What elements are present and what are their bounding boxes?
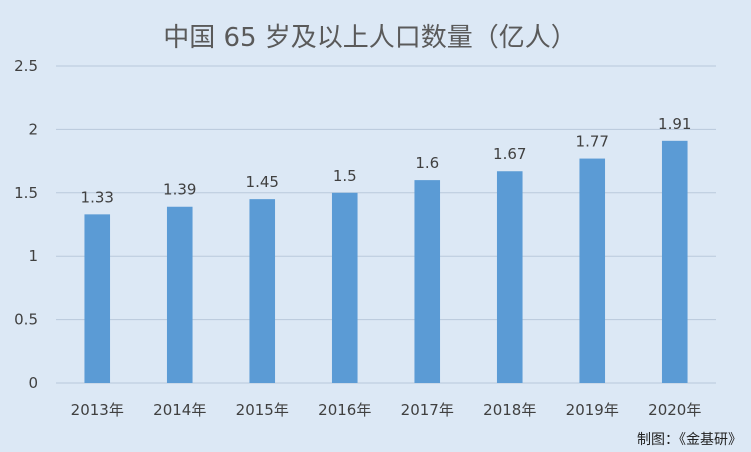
data-label: 1.6 bbox=[415, 154, 439, 172]
bar bbox=[331, 192, 358, 383]
data-label: 1.33 bbox=[81, 188, 114, 206]
data-label: 1.67 bbox=[493, 145, 526, 163]
y-tick-label: 1 bbox=[28, 247, 38, 265]
data-labels: 1.33 1.39 1.45 1.5 1.6 1.67 1.77 1.91 bbox=[81, 115, 692, 207]
data-label: 1.77 bbox=[576, 133, 609, 151]
chart-title: 中国 65 岁及以上人口数量（亿人） bbox=[163, 23, 577, 53]
data-label: 1.39 bbox=[163, 181, 196, 199]
bars bbox=[84, 140, 688, 383]
x-tick-label: 2014年 bbox=[153, 401, 206, 419]
y-tick-label: 2 bbox=[28, 120, 38, 138]
y-tick-label: 0 bbox=[28, 374, 38, 392]
x-tick-label: 2019年 bbox=[566, 401, 619, 419]
data-label: 1.5 bbox=[333, 167, 357, 185]
x-tick-label: 2015年 bbox=[236, 401, 289, 419]
data-label: 1.91 bbox=[658, 115, 691, 133]
y-tick-label: 2.5 bbox=[14, 57, 38, 75]
x-tick-label: 2018年 bbox=[483, 401, 536, 419]
bar bbox=[414, 180, 441, 383]
gridlines bbox=[56, 65, 716, 384]
x-axis-ticks: 2013年 2014年 2015年 2016年 2017年 2018年 2019年 2020年 bbox=[71, 401, 702, 419]
bar bbox=[579, 158, 606, 383]
chart-credit: 制图：《金基研》 bbox=[637, 431, 742, 448]
x-tick-label: 2013年 bbox=[71, 401, 124, 419]
y-tick-label: 1.5 bbox=[14, 184, 38, 202]
bar bbox=[84, 214, 111, 383]
bar bbox=[166, 206, 193, 383]
y-axis-ticks: 0 0.5 1 1.5 2 2.5 bbox=[14, 57, 38, 392]
bar bbox=[661, 140, 688, 383]
x-tick-label: 2020年 bbox=[648, 401, 701, 419]
bar bbox=[496, 171, 523, 383]
x-tick-label: 2017年 bbox=[401, 401, 454, 419]
data-label: 1.45 bbox=[246, 173, 279, 191]
x-tick-label: 2016年 bbox=[318, 401, 371, 419]
y-tick-label: 0.5 bbox=[14, 311, 38, 329]
bar bbox=[249, 199, 276, 383]
